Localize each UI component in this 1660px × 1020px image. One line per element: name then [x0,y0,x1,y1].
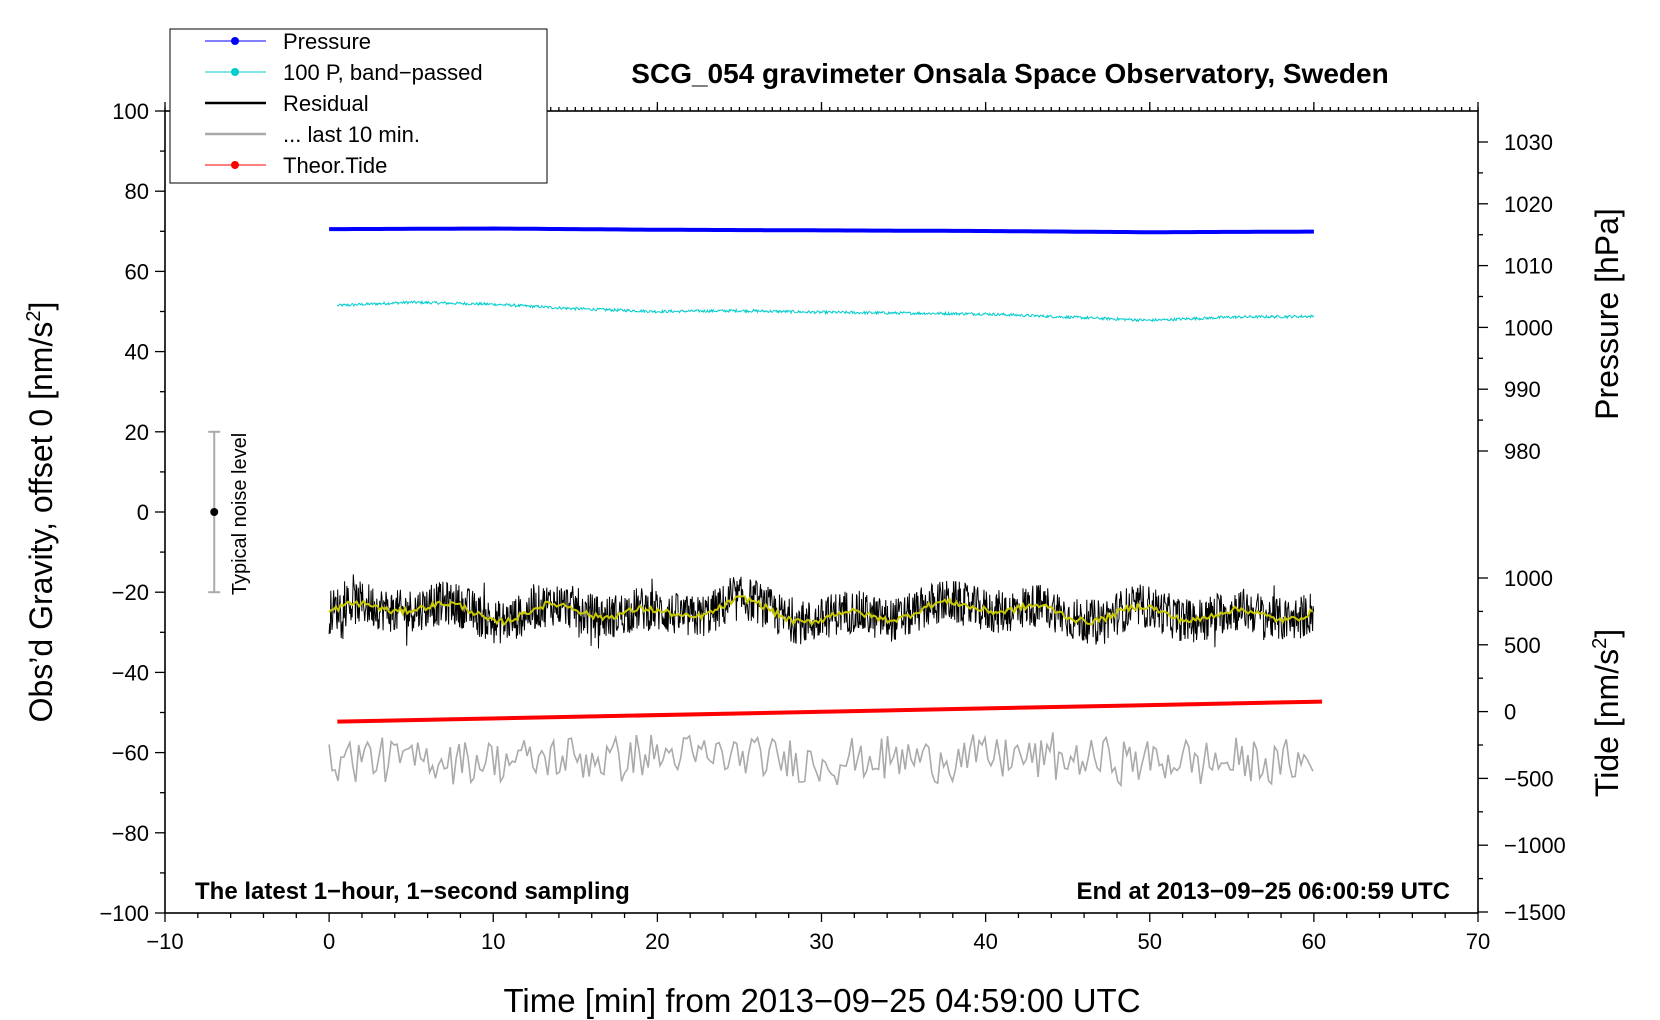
series-residual-smoothed [328,595,1314,627]
tide-tick-label: −1500 [1504,900,1566,925]
y-axis-label-tide-main: Tide [nm/s [1589,649,1625,797]
legend-box [169,28,548,184]
tick-layer: −10 0 10 20 30 40 50 60 70100806040200−20−40−60−… [99,99,1565,954]
series-pressure [329,226,1314,235]
pressure-tick-label: 1030 [1504,130,1553,155]
y-axis-label-pressure: Pressure [hPa] [1589,208,1625,420]
legend-label: Pressure [283,29,371,54]
tide-tick-label: −1000 [1504,833,1566,858]
pressure-tick-label: 990 [1504,377,1541,402]
x-axis-label: Time [min] from 2013−09−25 04:59:00 UTC [503,982,1140,1019]
y-axis-label-left-end: ] [23,302,59,311]
y-axis-label-left-main: Obs’d Gravity, offset 0 [nm/s [23,322,59,723]
pressure-tick-label: 1020 [1504,192,1553,217]
legend-marker [231,68,239,76]
y-axis-label-tide: Tide [nm/s2] [1589,629,1625,797]
y-axis-label-left-sup: 2 [23,311,45,322]
y-tick-label: −60 [112,741,149,766]
y-tick-label: 100 [112,99,149,124]
y-tick-label: −40 [112,660,149,685]
pressure-tick-label: 1000 [1504,315,1553,340]
noise-bar-center-dot [210,508,219,516]
x-tick-label: 60 [1302,929,1326,954]
y-tick-label: 60 [125,259,149,284]
legend-marker [231,37,239,45]
x-tick-label: 0 [323,929,335,954]
x-tick-label: 30 [809,929,833,954]
series-last-10-min [328,732,1314,788]
y-tick-label: −20 [112,580,149,605]
y-tick-label: 20 [125,420,149,445]
series-theor-tide [337,699,1323,724]
x-tick-label: 70 [1466,929,1490,954]
y-axis-label-tide-sup: 2 [1589,638,1611,649]
x-tick-label: 20 [645,929,669,954]
series-bandpassed-pressure [336,299,1315,323]
tide-tick-label: 0 [1504,700,1516,725]
annotation-sampling: The latest 1−hour, 1−second sampling [195,878,630,905]
tide-tick-label: 1000 [1504,566,1553,591]
legend-marker [231,161,239,169]
y-axis-label-tide-end: ] [1589,629,1625,638]
legend-label: Theor.Tide [283,153,387,178]
legend-label: ... last 10 min. [283,122,420,147]
pressure-tick-label: 980 [1504,439,1541,464]
annotation-end-time: End at 2013−09−25 06:00:59 UTC [1076,878,1450,905]
pressure-tick-label: 1010 [1504,254,1553,279]
series-layer [328,226,1323,788]
tide-tick-label: 500 [1504,633,1541,658]
legend: Pressure 100 P, band−passed Residual ... la… [169,28,548,184]
x-tick-label: −10 [146,929,183,954]
x-tick-label: 40 [973,929,997,954]
series-residual [328,574,1315,649]
x-tick-label: 10 [481,929,505,954]
y-axis-label-left: Obs’d Gravity, offset 0 [nm/s2] [23,302,59,723]
chart-title: SCG_054 gravimeter Onsala Space Observat… [631,58,1388,89]
noise-level-indicator [208,430,221,594]
legend-label: Residual [283,91,369,116]
y-tick-label: −100 [99,901,149,926]
x-tick-label: 50 [1138,929,1162,954]
tide-tick-label: −500 [1504,766,1554,791]
y-tick-label: 80 [125,179,149,204]
noise-label: Typical noise level [229,433,251,595]
y-tick-label: −80 [112,821,149,846]
y-tick-label: 40 [125,340,149,365]
y-tick-label: 0 [137,500,149,525]
legend-label: 100 P, band−passed [283,60,483,85]
